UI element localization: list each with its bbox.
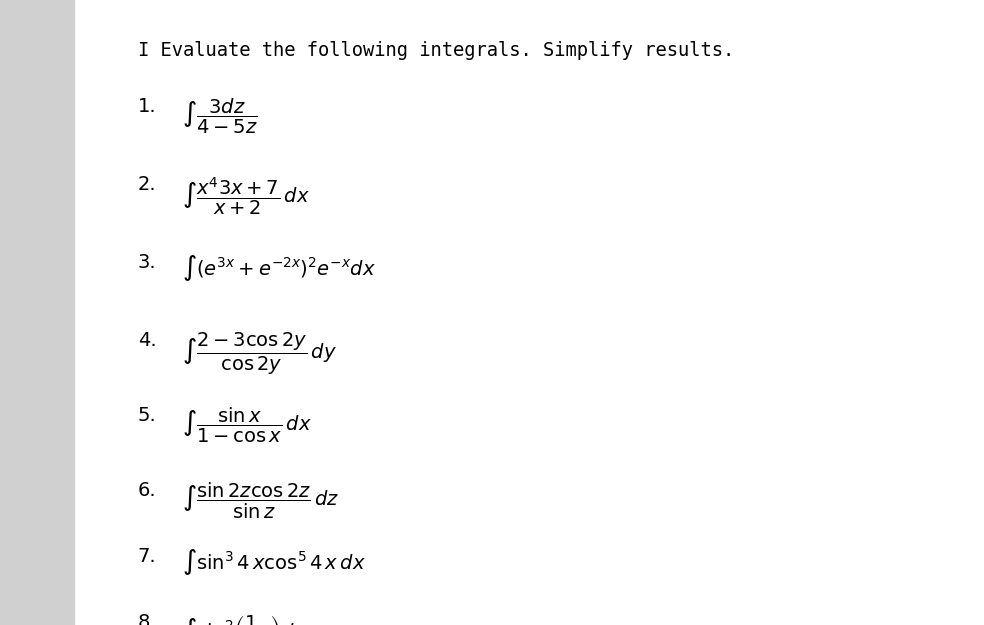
Text: 4.: 4.: [138, 331, 156, 350]
Text: $\int\dfrac{3dz}{4-5z}$: $\int\dfrac{3dz}{4-5z}$: [182, 97, 258, 136]
Text: 8.: 8.: [138, 612, 156, 625]
Text: 3.: 3.: [138, 253, 156, 272]
Text: 7.: 7.: [138, 547, 156, 566]
Text: I Evaluate the following integrals. Simplify results.: I Evaluate the following integrals. Simp…: [138, 41, 734, 59]
Text: 1.: 1.: [138, 97, 156, 116]
Text: $\int\dfrac{\sin x}{1-\cos x}\,dx$: $\int\dfrac{\sin x}{1-\cos x}\,dx$: [182, 406, 312, 446]
Text: $\int\sin^{2}\!\left(\dfrac{1}{3}z\right)dz$: $\int\sin^{2}\!\left(\dfrac{1}{3}z\right…: [182, 612, 306, 625]
Text: 5.: 5.: [138, 406, 156, 425]
Text: 6.: 6.: [138, 481, 156, 500]
Text: $\int\sin^{3}4\,x\cos^{5}4\,x\,dx$: $\int\sin^{3}4\,x\cos^{5}4\,x\,dx$: [182, 547, 366, 577]
Text: $\int\dfrac{2-3\cos 2y}{\cos 2y}\,dy$: $\int\dfrac{2-3\cos 2y}{\cos 2y}\,dy$: [182, 331, 337, 378]
Text: $\int\dfrac{\sin 2z\cos 2z}{\sin z}\,dz$: $\int\dfrac{\sin 2z\cos 2z}{\sin z}\,dz$: [182, 481, 339, 521]
Text: $\int(e^{3x}+e^{-2x})^{2}e^{-x}dx$: $\int(e^{3x}+e^{-2x})^{2}e^{-x}dx$: [182, 253, 376, 283]
Text: $\int\dfrac{x^{4}3x+7}{x+2}\,dx$: $\int\dfrac{x^{4}3x+7}{x+2}\,dx$: [182, 175, 310, 217]
Text: 2.: 2.: [138, 175, 156, 194]
Bar: [0, 0, 74, 625]
